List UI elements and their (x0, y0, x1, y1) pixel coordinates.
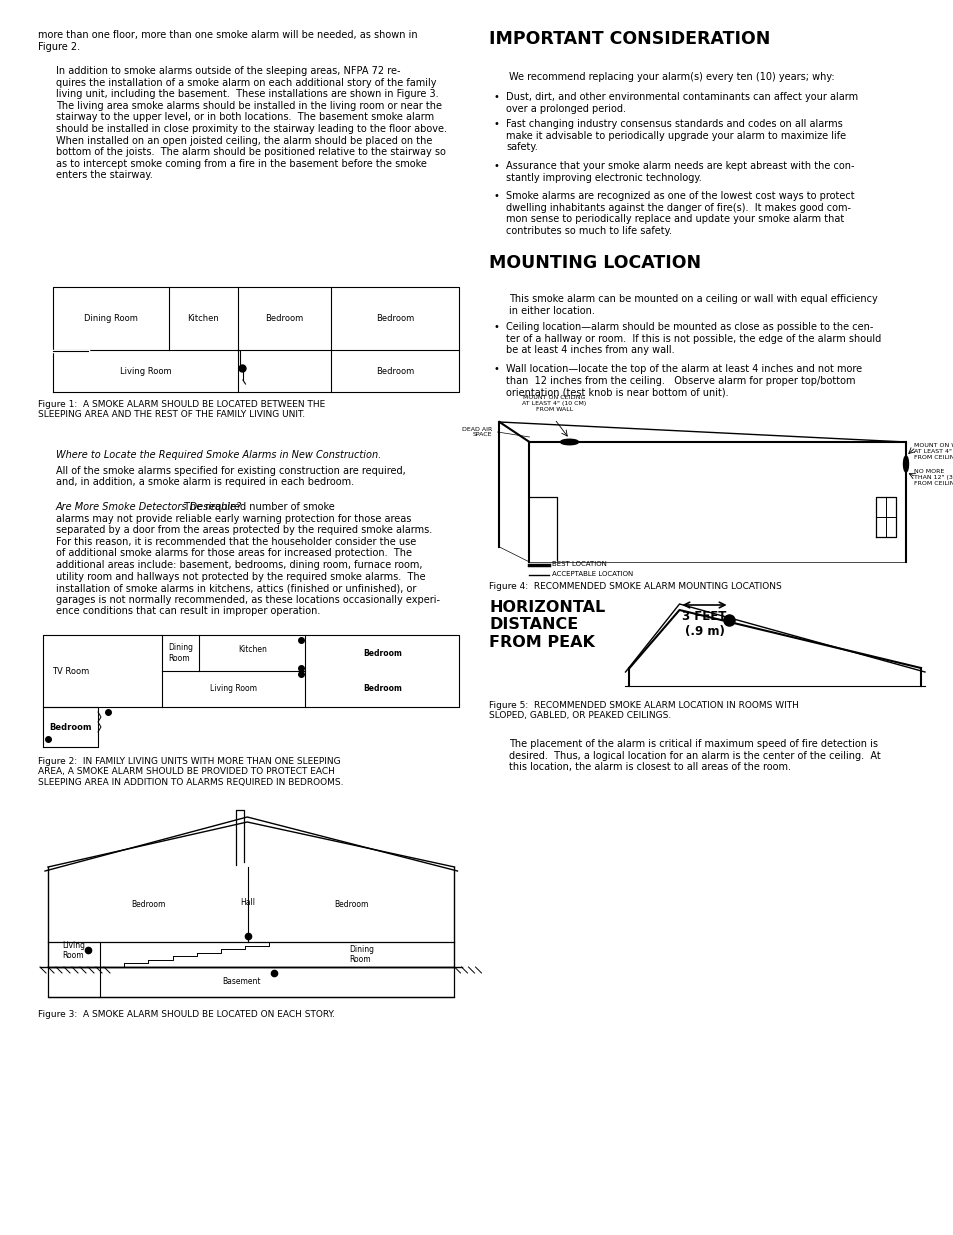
Text: Basement: Basement (222, 977, 260, 987)
Ellipse shape (902, 456, 907, 472)
Text: ACCEPTABLE LOCATION: ACCEPTABLE LOCATION (552, 571, 633, 577)
Text: Bedroom: Bedroom (375, 367, 415, 375)
Text: Where to Locate the Required Smoke Alarms in New Construction.: Where to Locate the Required Smoke Alarm… (56, 450, 381, 459)
Text: Bedroom: Bedroom (363, 684, 401, 694)
Text: Kitchen: Kitchen (188, 314, 219, 324)
Text: •: • (493, 322, 498, 332)
Text: Ceiling location—alarm should be mounted as close as possible to the cen-
ter of: Ceiling location—alarm should be mounted… (506, 322, 881, 356)
Text: All of the smoke alarms specified for existing construction are required,
and, i: All of the smoke alarms specified for ex… (56, 466, 405, 487)
Text: Figure 4:  RECOMMENDED SMOKE ALARM MOUNTING LOCATIONS: Figure 4: RECOMMENDED SMOKE ALARM MOUNTI… (489, 582, 781, 592)
Text: Bedroom: Bedroom (50, 722, 91, 731)
Text: DEAD AIR
SPACE: DEAD AIR SPACE (462, 426, 492, 437)
Text: Figure 2:  IN FAMILY LIVING UNITS WITH MORE THAN ONE SLEEPING
AREA, A SMOKE ALAR: Figure 2: IN FAMILY LIVING UNITS WITH MO… (38, 757, 343, 787)
Text: The placement of the alarm is critical if maximum speed of fire detection is
des: The placement of the alarm is critical i… (509, 739, 881, 772)
Text: Figure 5:  RECOMMENDED SMOKE ALARM LOCATION IN ROOMS WITH
SLOPED, GABLED, OR PEA: Figure 5: RECOMMENDED SMOKE ALARM LOCATI… (489, 701, 799, 720)
Text: Dust, dirt, and other environmental contaminants can affect your alarm
over a pr: Dust, dirt, and other environmental cont… (506, 91, 858, 114)
Text: Assurance that your smoke alarm needs are kept abreast with the con-
stantly imp: Assurance that your smoke alarm needs ar… (506, 161, 854, 183)
Text: Figure 3:  A SMOKE ALARM SHOULD BE LOCATED ON EACH STORY.: Figure 3: A SMOKE ALARM SHOULD BE LOCATE… (38, 1010, 335, 1019)
Text: •: • (493, 119, 498, 128)
Text: •: • (493, 161, 498, 170)
Text: Are More Smoke Detectors Desirable?: Are More Smoke Detectors Desirable? (56, 501, 242, 513)
Text: Wall location—locate the top of the alarm at least 4 inches and not more
than  1: Wall location—locate the top of the alar… (506, 364, 862, 398)
Text: Living
Room: Living Room (63, 941, 86, 960)
Text: 3 FEET
(.9 m): 3 FEET (.9 m) (681, 610, 726, 638)
Text: Bedroom: Bedroom (334, 900, 368, 909)
Text: Fast changing industry consensus standards and codes on all alarms
make it advis: Fast changing industry consensus standar… (506, 119, 845, 152)
Text: We recommend replacing your alarm(s) every ten (10) years; why:: We recommend replacing your alarm(s) eve… (509, 72, 834, 82)
Text: Dining
Room: Dining Room (349, 945, 374, 965)
Text: MOUNTING LOCATION: MOUNTING LOCATION (489, 254, 700, 272)
Text: MOUNT ON CEILING
AT LEAST 4" (10 CM)
FROM WALL: MOUNT ON CEILING AT LEAST 4" (10 CM) FRO… (522, 395, 586, 412)
Text: Kitchen: Kitchen (237, 646, 267, 655)
Text: more than one floor, more than one smoke alarm will be needed, as shown in
Figur: more than one floor, more than one smoke… (38, 30, 417, 52)
Text: Bedroom: Bedroom (131, 900, 165, 909)
Text: Hall: Hall (240, 898, 255, 906)
Text: Living Room: Living Room (210, 684, 256, 694)
Text: BEST LOCATION: BEST LOCATION (552, 561, 607, 567)
Text: The required number of smoke
alarms may not provide reliable early warning prote: The required number of smoke alarms may … (56, 501, 439, 616)
Text: MOUNT ON WALL
AT LEAST 4" (10 CM)
FROM CEILING: MOUNT ON WALL AT LEAST 4" (10 CM) FROM C… (913, 443, 953, 459)
Text: •: • (493, 91, 498, 103)
Text: •: • (493, 364, 498, 374)
Text: Dining
Room: Dining Room (168, 643, 193, 663)
Text: IMPORTANT CONSIDERATION: IMPORTANT CONSIDERATION (489, 30, 770, 48)
Text: This smoke alarm can be mounted on a ceiling or wall with equal efficiency
in ei: This smoke alarm can be mounted on a cei… (509, 294, 878, 316)
Text: Dining Room: Dining Room (84, 314, 138, 324)
Text: Smoke alarms are recognized as one of the lowest cost ways to protect
dwelling i: Smoke alarms are recognized as one of th… (506, 191, 854, 236)
Text: Living Room: Living Room (119, 367, 172, 375)
Ellipse shape (560, 440, 578, 445)
Text: In addition to smoke alarms outside of the sleeping areas, NFPA 72 re-
quires th: In addition to smoke alarms outside of t… (56, 65, 447, 180)
Text: NO MORE
THAN 12" (30 CM)
FROM CEILING: NO MORE THAN 12" (30 CM) FROM CEILING (913, 469, 953, 485)
Text: HORIZONTAL
DISTANCE
FROM PEAK: HORIZONTAL DISTANCE FROM PEAK (489, 600, 605, 650)
Text: •: • (493, 191, 498, 201)
Text: Figure 1:  A SMOKE ALARM SHOULD BE LOCATED BETWEEN THE
SLEEPING AREA AND THE RES: Figure 1: A SMOKE ALARM SHOULD BE LOCATE… (38, 400, 325, 420)
Text: Bedroom: Bedroom (375, 314, 415, 324)
Text: Bedroom: Bedroom (363, 648, 401, 657)
Text: TV Room: TV Room (51, 667, 89, 676)
Text: Bedroom: Bedroom (265, 314, 303, 324)
